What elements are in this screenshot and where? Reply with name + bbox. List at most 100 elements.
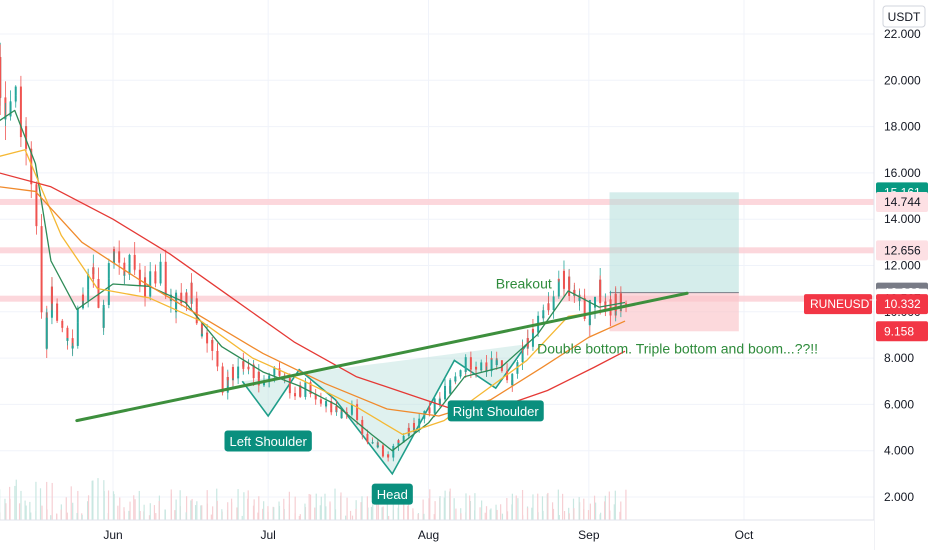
candle-body [542, 310, 545, 319]
breakout-annotation[interactable]: Breakout [496, 276, 552, 292]
volume-bar [30, 512, 32, 520]
loss-zone[interactable] [609, 292, 739, 332]
candle-body [231, 367, 234, 379]
neckline-trendline[interactable] [75, 291, 689, 423]
candle-body [319, 399, 322, 404]
pattern-label[interactable]: Left Shoulder [224, 430, 312, 452]
volume-bar [81, 514, 83, 520]
volume-bar [449, 488, 451, 520]
time-axis[interactable] [0, 520, 874, 550]
candle-body [583, 300, 586, 319]
moving-average-line[interactable] [0, 149, 626, 436]
volume-bar [123, 507, 125, 520]
volume-bar [294, 513, 296, 520]
profit-zone[interactable] [609, 192, 739, 293]
price-badge[interactable]: 14.744 [876, 191, 928, 212]
volume-bar [39, 488, 42, 520]
volume-bar [349, 510, 352, 520]
support-resistance-zone[interactable] [0, 198, 874, 205]
price-axis[interactable] [874, 0, 932, 550]
volume-bar [434, 501, 436, 520]
candle-body [226, 377, 229, 381]
moving-average-line[interactable] [0, 186, 626, 417]
volume-bar [329, 501, 331, 520]
volume-bar [138, 490, 140, 520]
candle-body [304, 384, 307, 397]
price-badge-text: 9.158 [884, 324, 914, 338]
volume-bar [206, 503, 209, 520]
volume-bar [620, 501, 622, 520]
candle-body [278, 369, 281, 376]
pattern-label[interactable]: Right Shoulder [447, 400, 544, 422]
candle-body [81, 294, 84, 301]
support-resistance-zone[interactable] [0, 247, 874, 254]
volume-bar [60, 509, 62, 520]
pattern-label[interactable]: Head [371, 483, 413, 505]
price-badge[interactable]: 9.158 [876, 321, 928, 342]
pattern-label-bg [224, 430, 312, 452]
volume-bar [243, 492, 245, 520]
candle-body [294, 394, 297, 397]
volume-bar [552, 508, 555, 520]
moving-average-line[interactable] [0, 172, 626, 412]
volume-bar [314, 507, 316, 520]
volume-bar [469, 495, 471, 520]
candle-body [76, 322, 79, 346]
volume-bar [216, 500, 218, 520]
volume-bar [4, 498, 6, 520]
candle-body [102, 304, 105, 328]
volume-bar [439, 496, 441, 520]
candle-body [521, 348, 524, 350]
volume-bar [253, 499, 255, 520]
support-resistance-zone[interactable] [0, 295, 874, 302]
candle-body [9, 102, 12, 117]
volume-bar [153, 505, 156, 520]
candle-body [273, 368, 276, 374]
candle-body [19, 119, 22, 138]
volume-bar [56, 513, 58, 520]
volume-bar [91, 480, 93, 520]
volume-bar [241, 515, 243, 520]
volume-bar [175, 499, 177, 520]
volume-bar [195, 505, 197, 520]
candle-body [268, 375, 271, 382]
volume-bar [283, 498, 285, 520]
volume-bar [201, 505, 203, 520]
x-tick-label: Jul [260, 528, 275, 542]
symbol-badge[interactable]: RUNEUSDT [804, 294, 877, 315]
volume-bar [453, 498, 455, 520]
y-tick-label: 22.000 [884, 27, 921, 41]
volume-bar [522, 515, 524, 520]
pattern-label-text: Left Shoulder [229, 434, 307, 449]
candle-body [288, 390, 291, 394]
volume-bar [484, 512, 486, 520]
volume-bar [196, 501, 198, 520]
currency-badge[interactable]: USDT [882, 5, 926, 28]
candle-body [381, 449, 384, 457]
volume-bar [551, 502, 554, 520]
volume-bar [428, 498, 430, 520]
candle-body [180, 299, 183, 303]
candle-body [511, 373, 514, 386]
x-tick-label: Jun [103, 528, 122, 542]
candle-body [211, 339, 214, 351]
volume-bar [15, 479, 17, 520]
candle-body [495, 360, 498, 366]
volume-bar [25, 505, 27, 520]
candle-body [175, 292, 178, 313]
head-shoulders-outline[interactable] [241, 343, 528, 476]
volume-bar [517, 498, 519, 520]
volume-bar [92, 480, 94, 520]
double-bottom-annotation[interactable]: Double bottom. Triple bottom and boom...… [537, 340, 818, 356]
volume-bar [382, 506, 384, 520]
y-tick-label: 4.000 [884, 444, 914, 458]
candle-body [454, 376, 457, 382]
price-badge[interactable]: 12.656 [876, 240, 928, 261]
volume-bar [501, 513, 504, 520]
price-badge[interactable]: 10.332 [876, 294, 928, 315]
y-tick-label: 12.000 [884, 259, 921, 273]
candle-body [325, 401, 328, 407]
candle-body [392, 453, 395, 458]
candle-body [433, 398, 436, 401]
